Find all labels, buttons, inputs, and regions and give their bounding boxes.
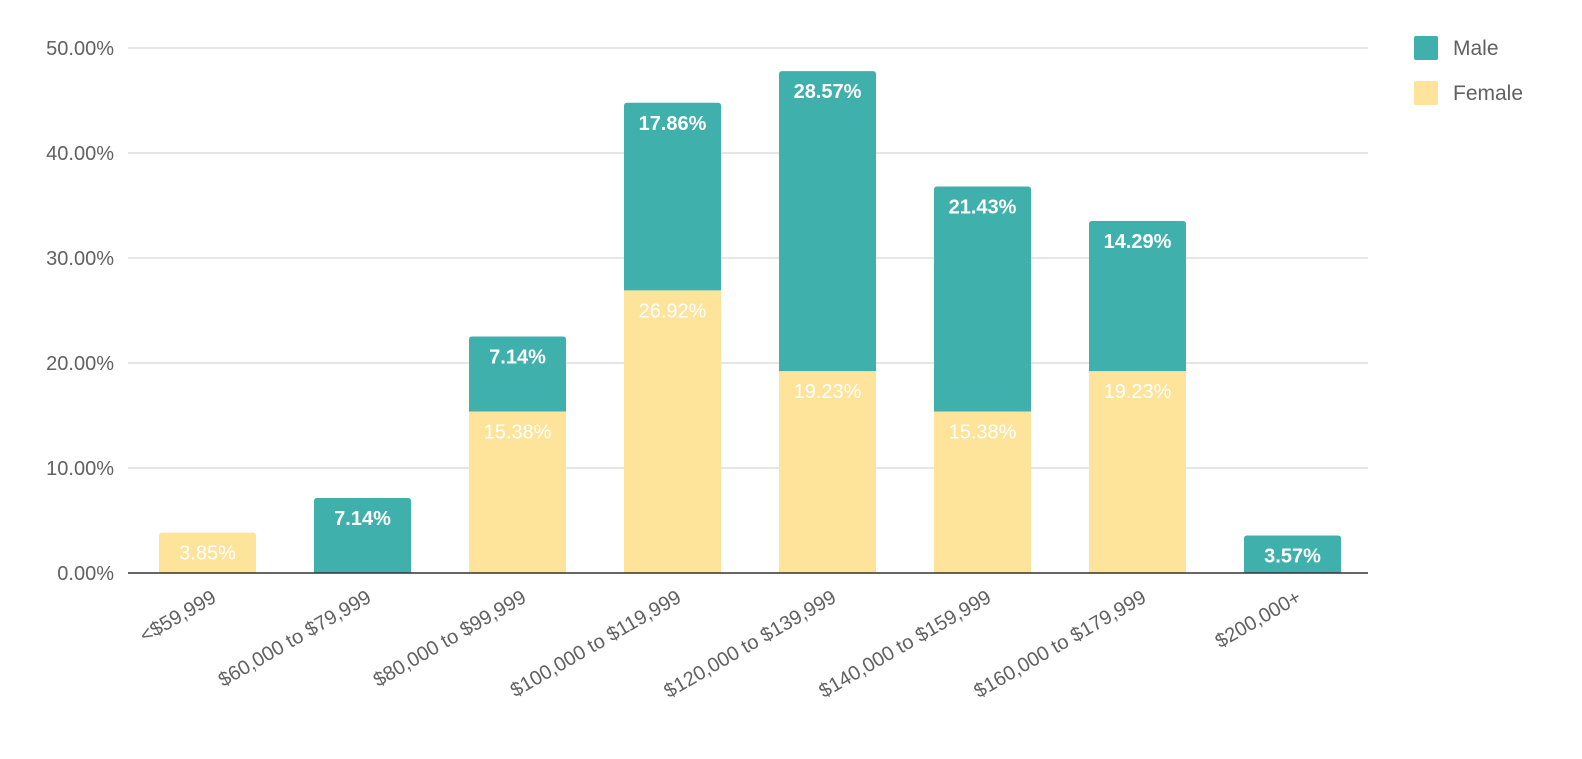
data-labels: 3.85% 7.14% 15.38% 7.14% 26.92% 17.86% 19.23% 2…: [179, 81, 1321, 567]
legend-swatch-male: [1414, 36, 1438, 60]
y-tick-label: 20.00%: [46, 353, 114, 375]
x-category-label: <$59,999: [136, 586, 220, 647]
data-label-female: 15.38%: [484, 422, 552, 444]
y-tick-label: 40.00%: [46, 143, 114, 165]
y-tick-label: 50.00%: [46, 38, 114, 60]
x-category-label: $60,000 to $79,999: [215, 586, 375, 691]
x-category-label: $120,000 to $139,999: [660, 586, 840, 702]
bar-female: [934, 411, 1031, 573]
data-label-female: 26.92%: [639, 300, 707, 322]
x-category-label: $100,000 to $119,999: [507, 586, 685, 702]
y-axis-tick-labels: 0.00% 10.00% 20.00% 30.00% 40.00% 50.00%: [46, 38, 114, 585]
bars: [159, 71, 1341, 573]
bar-male: [624, 102, 721, 291]
x-category-label: $200,000+: [1212, 586, 1305, 653]
bar-male: [779, 71, 876, 372]
bar-male: [1244, 535, 1341, 573]
data-label-female: 15.38%: [949, 422, 1017, 444]
legend-label-female: Female: [1453, 82, 1523, 105]
bar-male: [934, 186, 1031, 412]
data-label-male: 7.14%: [334, 508, 391, 530]
data-label-male: 21.43%: [949, 196, 1017, 218]
legend-swatch-female: [1414, 81, 1438, 105]
data-label-female: 19.23%: [794, 381, 862, 403]
data-label-male: 28.57%: [794, 81, 862, 103]
bar-male: [1089, 221, 1186, 372]
x-category-label: $160,000 to $179,999: [970, 586, 1150, 702]
y-tick-label: 0.00%: [57, 563, 114, 585]
y-tick-label: 10.00%: [46, 458, 114, 480]
bar-female: [624, 290, 721, 573]
bar-female: [469, 411, 566, 573]
bar-female: [779, 371, 876, 573]
x-category-label: $80,000 to $99,999: [370, 586, 530, 691]
y-tick-label: 30.00%: [46, 248, 114, 270]
data-label-male: 3.57%: [1264, 546, 1321, 568]
data-label-male: 14.29%: [1104, 231, 1172, 253]
legend-label-male: Male: [1453, 37, 1499, 60]
bar-female: [1089, 371, 1186, 573]
data-label-male: 17.86%: [639, 113, 707, 135]
bar-female: [159, 532, 256, 573]
x-axis-category-labels: <$59,999$60,000 to $79,999$80,000 to $99…: [136, 586, 1305, 702]
bar-male: [469, 336, 566, 412]
x-category-label: $140,000 to $159,999: [815, 586, 995, 702]
data-label-female: 19.23%: [1104, 381, 1172, 403]
legend: Male Female: [1414, 36, 1523, 105]
bar-male: [314, 498, 411, 573]
data-label-female: 3.85%: [179, 543, 236, 565]
data-label-male: 7.14%: [489, 347, 546, 369]
